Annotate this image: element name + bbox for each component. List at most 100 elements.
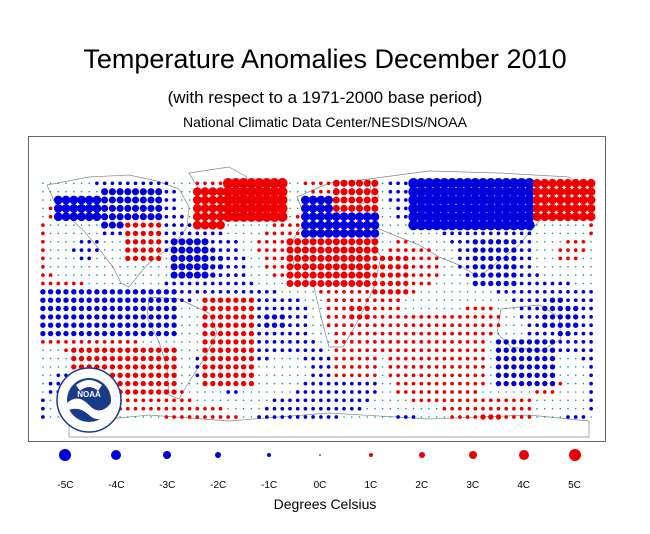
anomaly-dot: [280, 398, 285, 403]
anomaly-dot: [481, 406, 485, 411]
anomaly-dot: [443, 299, 446, 301]
anomaly-dot: [423, 178, 435, 189]
anomaly-dot: [195, 415, 200, 419]
anomaly-dot: [40, 289, 46, 295]
anomaly-dot: [477, 211, 489, 222]
anomaly-dot: [94, 289, 100, 295]
anomaly-dot: [170, 254, 178, 262]
anomaly-dot: [519, 231, 524, 236]
anomaly-dot: [248, 364, 255, 370]
anomaly-dot: [488, 264, 494, 270]
anomaly-dot: [454, 194, 466, 206]
anomaly-dot: [504, 289, 509, 294]
anomaly-dot: [347, 220, 357, 230]
anomaly-dot: [140, 322, 146, 328]
anomaly-dot: [250, 416, 253, 418]
anomaly-dot: [132, 297, 139, 303]
anomaly-dot: [582, 374, 585, 377]
anomaly-dot: [332, 254, 340, 262]
anomaly-dot: [117, 347, 123, 353]
anomaly-dot: [41, 273, 45, 277]
anomaly-dot: [188, 215, 191, 218]
anomaly-dot: [518, 347, 525, 353]
anomaly-dot: [370, 220, 380, 230]
anomaly-dot: [544, 241, 546, 243]
anomaly-dot: [428, 299, 430, 301]
anomaly-dot: [140, 222, 146, 228]
anomaly-dot: [527, 281, 532, 286]
anomaly-dot: [519, 315, 524, 319]
anomaly-dot: [520, 332, 523, 335]
anomaly-dot: [204, 399, 206, 402]
anomaly-dot: [332, 179, 340, 187]
anomaly-dot: [103, 257, 106, 260]
anomaly-dot: [405, 399, 407, 402]
map-title: Temperature Anomalies December 2010: [83, 44, 567, 74]
anomaly-dot: [140, 289, 146, 295]
anomaly-dot: [348, 246, 356, 254]
anomaly-dot: [473, 406, 478, 411]
anomaly-dot: [573, 248, 578, 252]
anomaly-dot: [574, 282, 577, 285]
anomaly-dot: [78, 355, 85, 362]
anomaly-dot: [47, 305, 54, 312]
anomaly-dot: [257, 348, 261, 353]
anomaly-dot: [242, 391, 245, 393]
anomaly-dot: [416, 211, 427, 222]
anomaly-dot: [319, 289, 323, 294]
anomaly-dot: [57, 416, 60, 418]
anomaly-dot: [117, 372, 123, 378]
anomaly-dot: [203, 415, 207, 419]
anomaly-dot: [73, 232, 75, 235]
anomaly-dot: [462, 203, 473, 214]
anomaly-dot: [196, 316, 199, 318]
anomaly-dot: [296, 366, 299, 368]
anomaly-dot: [311, 381, 315, 386]
anomaly-dot: [527, 289, 532, 294]
anomaly-dot: [316, 229, 326, 238]
anomaly-dot: [388, 323, 393, 328]
anomaly-dot: [272, 231, 277, 236]
anomaly-dot: [372, 272, 378, 278]
anomaly-dot: [233, 339, 239, 345]
anomaly-dot: [495, 364, 502, 370]
anomaly-dot: [163, 289, 170, 295]
anomaly-dot: [355, 212, 364, 222]
anomaly-dot: [119, 257, 121, 260]
anomaly-dot: [511, 339, 517, 345]
anomaly-dot: [527, 398, 532, 403]
anomaly-dot: [516, 203, 527, 214]
anomaly-dot: [396, 331, 400, 336]
anomaly-dot: [101, 314, 108, 320]
anomaly-dot: [272, 223, 277, 227]
anomaly-dot: [196, 299, 199, 301]
anomaly-dot: [281, 366, 284, 368]
anomaly-dot: [334, 415, 339, 419]
anomaly-dot: [403, 214, 408, 219]
anomaly-dot: [411, 323, 416, 328]
anomaly-dot: [210, 364, 216, 370]
anomaly-dot: [196, 324, 199, 326]
anomaly-dot: [495, 272, 502, 278]
anomaly-dot: [225, 314, 231, 320]
anomaly-dot: [342, 398, 346, 403]
anomaly-dot: [108, 188, 116, 196]
anomaly-dot: [589, 306, 593, 311]
anomaly-dot: [170, 238, 178, 246]
anomaly-dot: [173, 341, 175, 343]
anomaly-dot: [289, 391, 291, 393]
anomaly-dot: [210, 255, 216, 262]
anomaly-dot: [349, 331, 354, 336]
anomaly-dot: [242, 399, 245, 402]
anomaly-dot: [332, 204, 340, 212]
anomaly-dot: [503, 339, 509, 345]
anomaly-dot: [296, 199, 299, 201]
anomaly-dot: [246, 186, 257, 197]
anomaly-dot: [558, 289, 563, 294]
anomaly-dot: [379, 280, 386, 287]
anomaly-dot: [490, 366, 492, 368]
anomaly-dot: [465, 315, 470, 319]
anomaly-dot: [178, 238, 186, 246]
anomaly-dot: [86, 314, 92, 320]
anomaly-dot: [454, 203, 466, 214]
